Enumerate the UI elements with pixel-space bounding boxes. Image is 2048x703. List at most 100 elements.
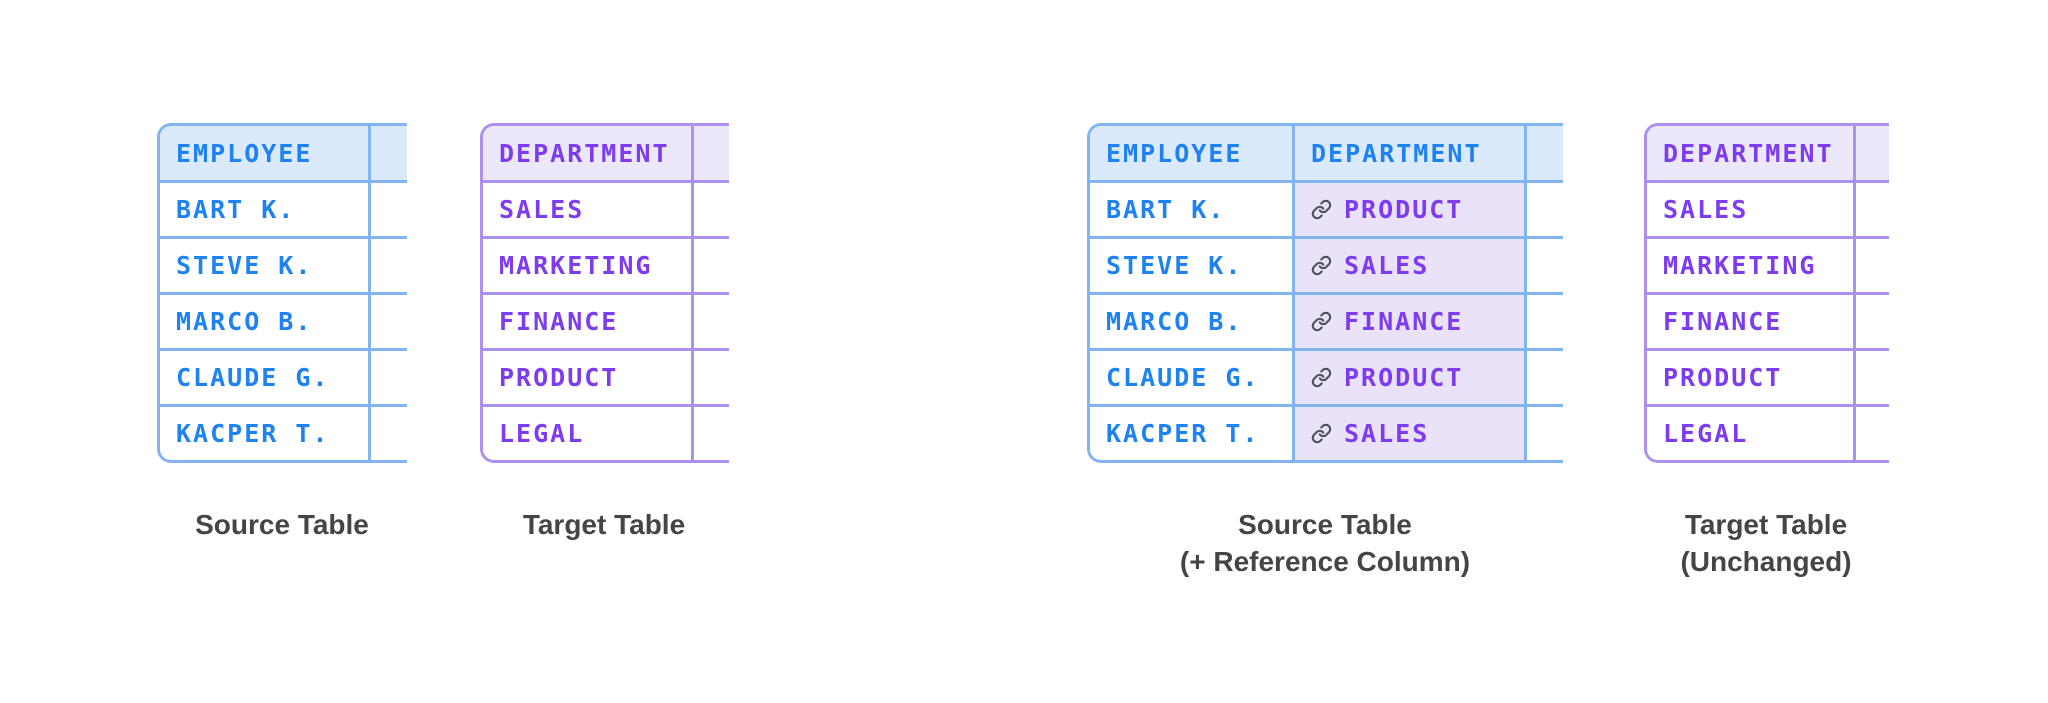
table-row: MARKETING [483, 236, 729, 292]
employee-cell: MARCO B. [1090, 295, 1292, 348]
empty-column-stub [1524, 126, 1563, 180]
department-cell: PRODUCT [483, 351, 691, 404]
empty-column-stub [691, 407, 729, 460]
caption-line: Target Table [522, 509, 686, 540]
empty-column-stub [1853, 183, 1889, 236]
empty-column-stub [691, 239, 729, 292]
empty-column-stub [368, 183, 407, 236]
table-caption: Source Table [72, 506, 492, 543]
source-table-with-reference: EMPLOYEE DEPARTMENT BART K. PRODUCT STEV… [1087, 123, 1563, 463]
link-icon [1311, 367, 1332, 388]
reference-cell: PRODUCT [1292, 351, 1524, 404]
table-row: LEGAL [483, 404, 729, 460]
reference-cell: PRODUCT [1292, 183, 1524, 236]
caption-line: Source Table [1238, 509, 1412, 540]
empty-column-stub [1524, 295, 1563, 348]
caption-line: (Unchanged) [1680, 546, 1852, 577]
source-table: EMPLOYEE BART K. STEVE K. MARCO B. CLAUD… [157, 123, 407, 463]
column-header-employee: EMPLOYEE [1090, 126, 1292, 180]
target-table: DEPARTMENT SALES MARKETING FINANCE PRODU… [480, 123, 729, 463]
table-row: MARKETING [1647, 236, 1889, 292]
table-header-row: DEPARTMENT [1647, 126, 1889, 180]
table-row: KACPER T. [160, 404, 407, 460]
employee-cell: BART K. [160, 183, 368, 236]
table-caption: Target Table (Unchanged) [1556, 506, 1976, 580]
reference-cell: FINANCE [1292, 295, 1524, 348]
reference-cell: SALES [1292, 407, 1524, 460]
empty-column-stub [368, 126, 407, 180]
column-header-department: DEPARTMENT [1647, 126, 1853, 180]
empty-column-stub [1524, 351, 1563, 404]
department-cell: SALES [483, 183, 691, 236]
empty-column-stub [1853, 407, 1889, 460]
department-cell: LEGAL [1647, 407, 1853, 460]
link-icon [1311, 199, 1332, 220]
empty-column-stub [368, 407, 407, 460]
table-row: KACPER T. SALES [1090, 404, 1563, 460]
employee-cell: STEVE K. [1090, 239, 1292, 292]
empty-column-stub [368, 239, 407, 292]
table-row: STEVE K. [160, 236, 407, 292]
employee-cell: KACPER T. [1090, 407, 1292, 460]
table-header-row: DEPARTMENT [483, 126, 729, 180]
column-header-department: DEPARTMENT [483, 126, 691, 180]
department-cell: FINANCE [1647, 295, 1853, 348]
empty-column-stub [1853, 239, 1889, 292]
table-row: FINANCE [483, 292, 729, 348]
department-cell: FINANCE [483, 295, 691, 348]
table-row: BART K. [160, 180, 407, 236]
reference-value: SALES [1344, 251, 1430, 280]
empty-column-stub [691, 295, 729, 348]
department-cell: MARKETING [483, 239, 691, 292]
employee-cell: MARCO B. [160, 295, 368, 348]
table-row: CLAUDE G. PRODUCT [1090, 348, 1563, 404]
caption-line: Source Table [195, 509, 369, 540]
table-row: SALES [483, 180, 729, 236]
empty-column-stub [1853, 351, 1889, 404]
department-cell: MARKETING [1647, 239, 1853, 292]
employee-cell: KACPER T. [160, 407, 368, 460]
table-row: SALES [1647, 180, 1889, 236]
table-header-row: EMPLOYEE [160, 126, 407, 180]
empty-column-stub [691, 126, 729, 180]
caption-line: Target Table [1684, 509, 1848, 540]
table-header-row: EMPLOYEE DEPARTMENT [1090, 126, 1563, 180]
link-icon [1311, 255, 1332, 276]
empty-column-stub [1524, 183, 1563, 236]
empty-column-stub [1524, 239, 1563, 292]
empty-column-stub [1524, 407, 1563, 460]
employee-cell: CLAUDE G. [1090, 351, 1292, 404]
empty-column-stub [691, 351, 729, 404]
table-row: CLAUDE G. [160, 348, 407, 404]
empty-column-stub [368, 295, 407, 348]
table-row: LEGAL [1647, 404, 1889, 460]
empty-column-stub [1853, 295, 1889, 348]
table-caption: Target Table [394, 506, 814, 543]
target-table-unchanged: DEPARTMENT SALES MARKETING FINANCE PRODU… [1644, 123, 1889, 463]
column-header-employee: EMPLOYEE [160, 126, 368, 180]
reference-value: PRODUCT [1344, 363, 1464, 392]
empty-column-stub [368, 351, 407, 404]
link-icon [1311, 423, 1332, 444]
table-caption: Source Table (+ Reference Column) [1115, 506, 1535, 580]
table-row: PRODUCT [1647, 348, 1889, 404]
table-row: MARCO B. [160, 292, 407, 348]
reference-value: SALES [1344, 419, 1430, 448]
column-header-department: DEPARTMENT [1292, 126, 1524, 180]
empty-column-stub [691, 183, 729, 236]
department-cell: SALES [1647, 183, 1853, 236]
caption-line: (+ Reference Column) [1179, 546, 1471, 577]
employee-cell: BART K. [1090, 183, 1292, 236]
table-row: BART K. PRODUCT [1090, 180, 1563, 236]
reference-cell: SALES [1292, 239, 1524, 292]
reference-value: FINANCE [1344, 307, 1464, 336]
table-row: FINANCE [1647, 292, 1889, 348]
table-row: PRODUCT [483, 348, 729, 404]
empty-column-stub [1853, 126, 1889, 180]
table-row: STEVE K. SALES [1090, 236, 1563, 292]
department-cell: PRODUCT [1647, 351, 1853, 404]
employee-cell: STEVE K. [160, 239, 368, 292]
reference-value: PRODUCT [1344, 195, 1464, 224]
department-cell: LEGAL [483, 407, 691, 460]
